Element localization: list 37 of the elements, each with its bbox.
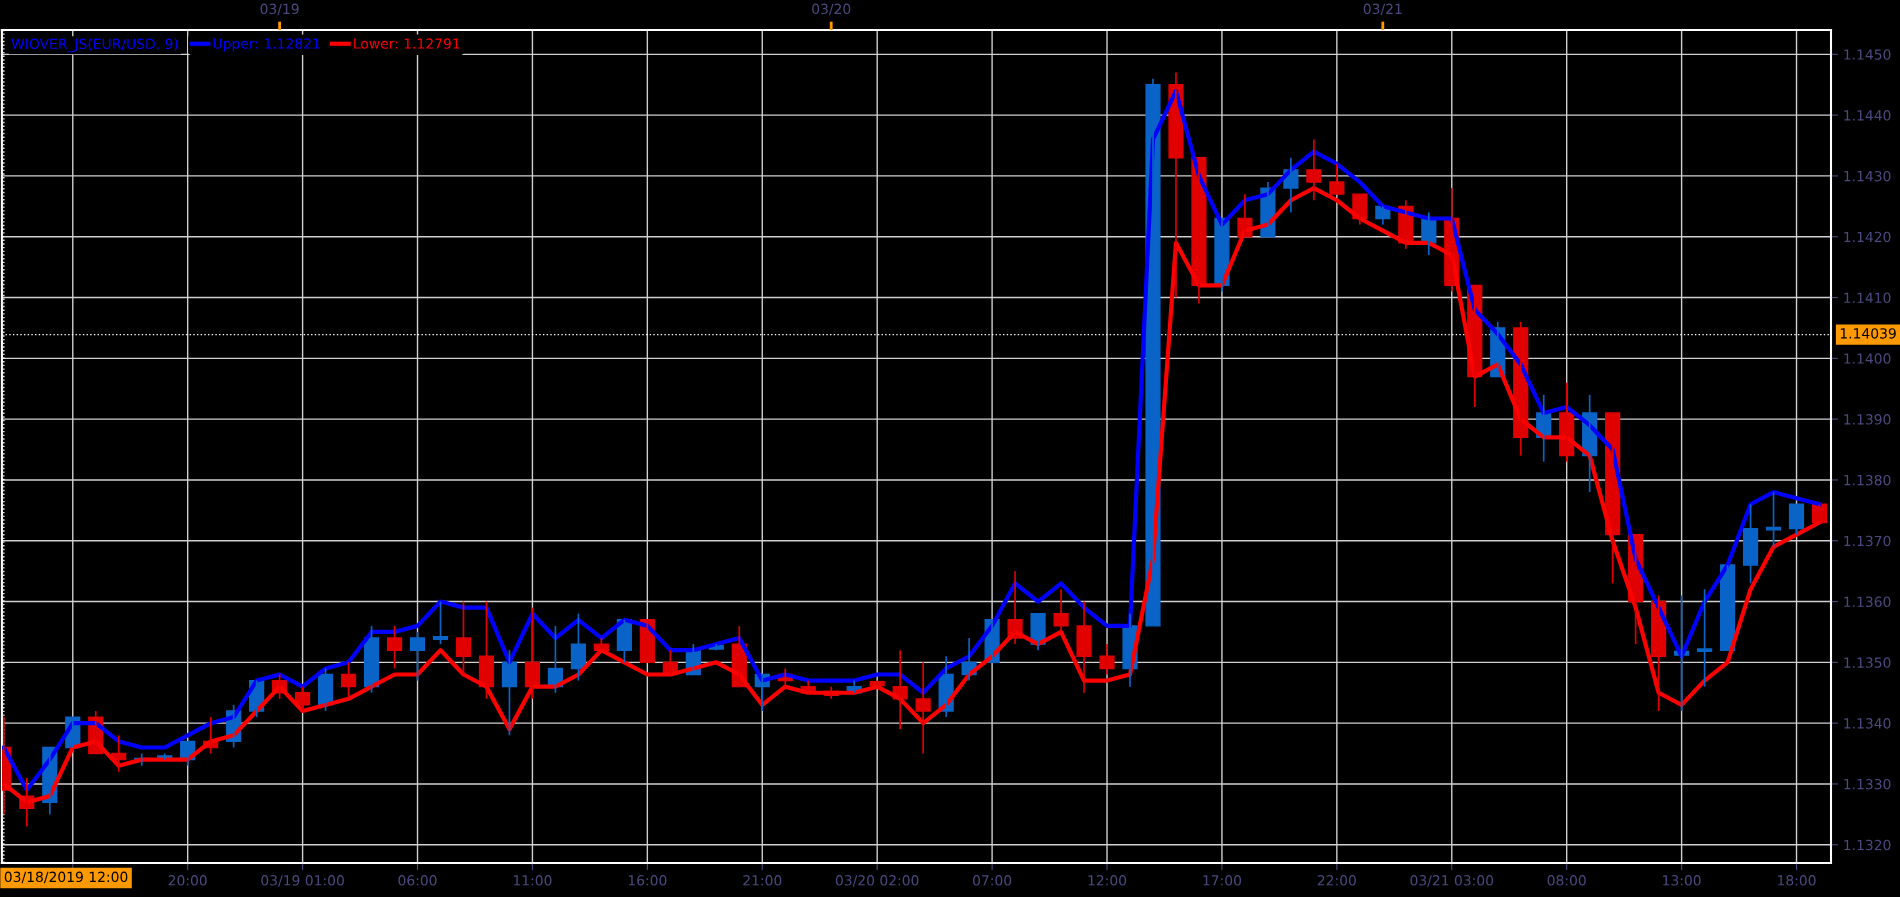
x-tick-label: 20:00 bbox=[168, 875, 207, 886]
y-tick-label: 1.1380 bbox=[1844, 474, 1891, 486]
x-tick-label: 03/19 01:00 bbox=[261, 875, 344, 887]
x-tick-label: 06:00 bbox=[398, 875, 437, 886]
x-tick-label: 21:00 bbox=[743, 875, 782, 886]
y-tick-label: 1.1410 bbox=[1844, 292, 1891, 304]
legend-label: Lower: 1.12791 bbox=[354, 38, 460, 49]
y-tick-label: 1.1320 bbox=[1844, 839, 1891, 851]
legend-label: Upper: 1.12821 bbox=[213, 38, 320, 52]
y-tick-label: 1.1400 bbox=[1844, 353, 1891, 364]
ref-line-label: 03/18/2019 12:00 bbox=[4, 871, 128, 884]
y-tick-label: 1.1330 bbox=[1844, 778, 1891, 790]
y-tick-label: 1.1340 bbox=[1844, 718, 1891, 729]
x-tick-label: 18:00 bbox=[1778, 875, 1816, 886]
text: WIOVER_JS(EUR/USD, 9) bbox=[11, 38, 178, 53]
x-tick-label: 03/20 02:00 bbox=[835, 875, 919, 887]
y-tick-label: 1.1350 bbox=[1844, 657, 1891, 668]
x-tick-label: 03/21 03:00 bbox=[1410, 875, 1494, 887]
x-tick-label: 07:00 bbox=[973, 875, 1012, 886]
y-tick-label: 1.1430 bbox=[1844, 170, 1891, 182]
x2-tick-label: 03/21 bbox=[1363, 3, 1402, 16]
y-tick-label: 1.1420 bbox=[1844, 231, 1891, 243]
y-tick-label: 1.1370 bbox=[1844, 535, 1891, 547]
ref-line-label: 1.14039 bbox=[1840, 328, 1896, 339]
y-tick-label: 1.1360 bbox=[1844, 596, 1891, 608]
x-tick-label: 16:00 bbox=[628, 875, 667, 886]
x-tick-label: 13:00 bbox=[1663, 875, 1701, 886]
x-tick-label: 22:00 bbox=[1317, 875, 1356, 886]
x-tick-label: 12:00 bbox=[1088, 875, 1127, 886]
x-tick-label: 11:00 bbox=[513, 875, 552, 886]
x-tick-label: 08:00 bbox=[1547, 875, 1586, 886]
y-tick-label: 1.1390 bbox=[1844, 414, 1891, 425]
x2-tick-label: 03/19 bbox=[260, 3, 299, 16]
x2-tick-label: 03/20 bbox=[812, 3, 851, 16]
y-tick-label: 1.1450 bbox=[1844, 49, 1891, 60]
x-tick-label: 17:00 bbox=[1203, 875, 1242, 886]
y-tick-label: 1.1440 bbox=[1844, 110, 1891, 121]
